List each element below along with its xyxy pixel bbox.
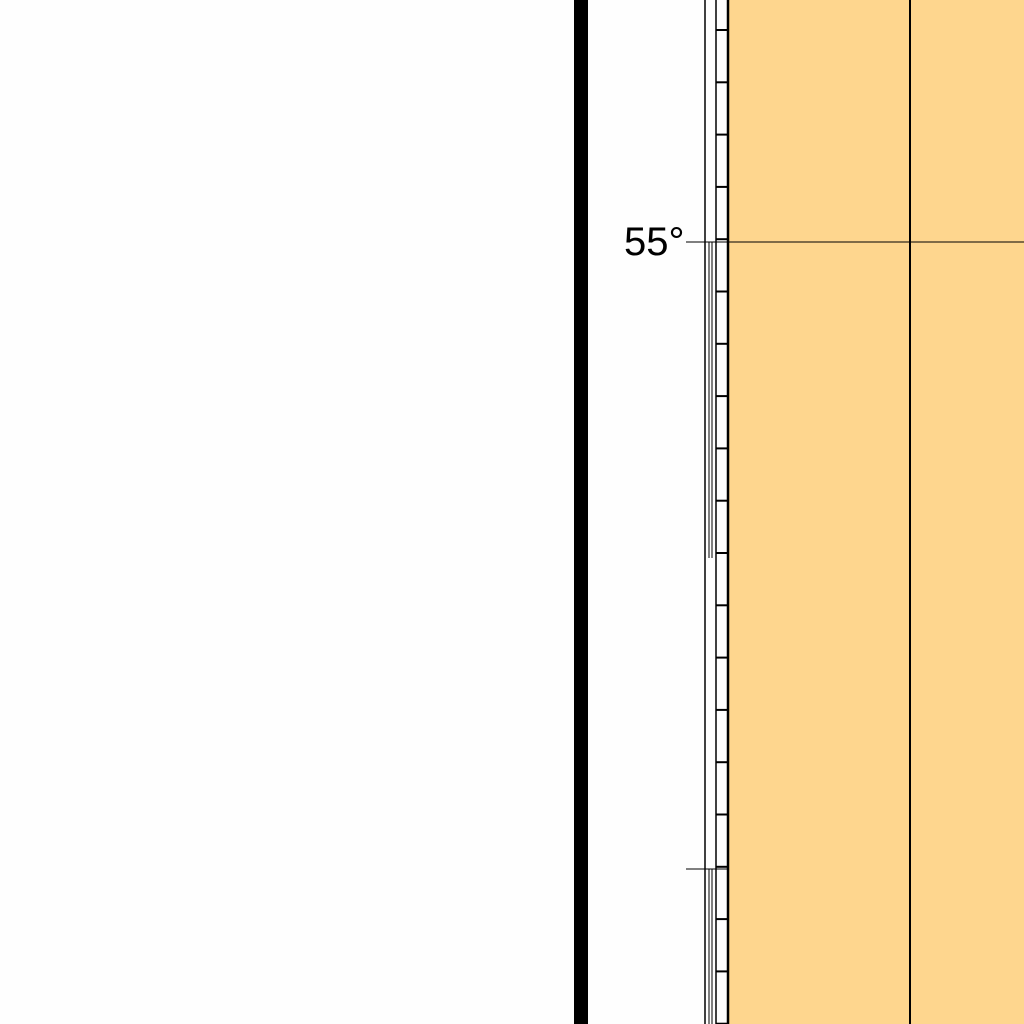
map-land-area <box>729 0 1024 1024</box>
map-border-frame <box>704 0 730 1024</box>
neatline-thick <box>574 0 588 1024</box>
border-ticks <box>716 29 728 1024</box>
latitude-label: 55° <box>624 220 685 264</box>
